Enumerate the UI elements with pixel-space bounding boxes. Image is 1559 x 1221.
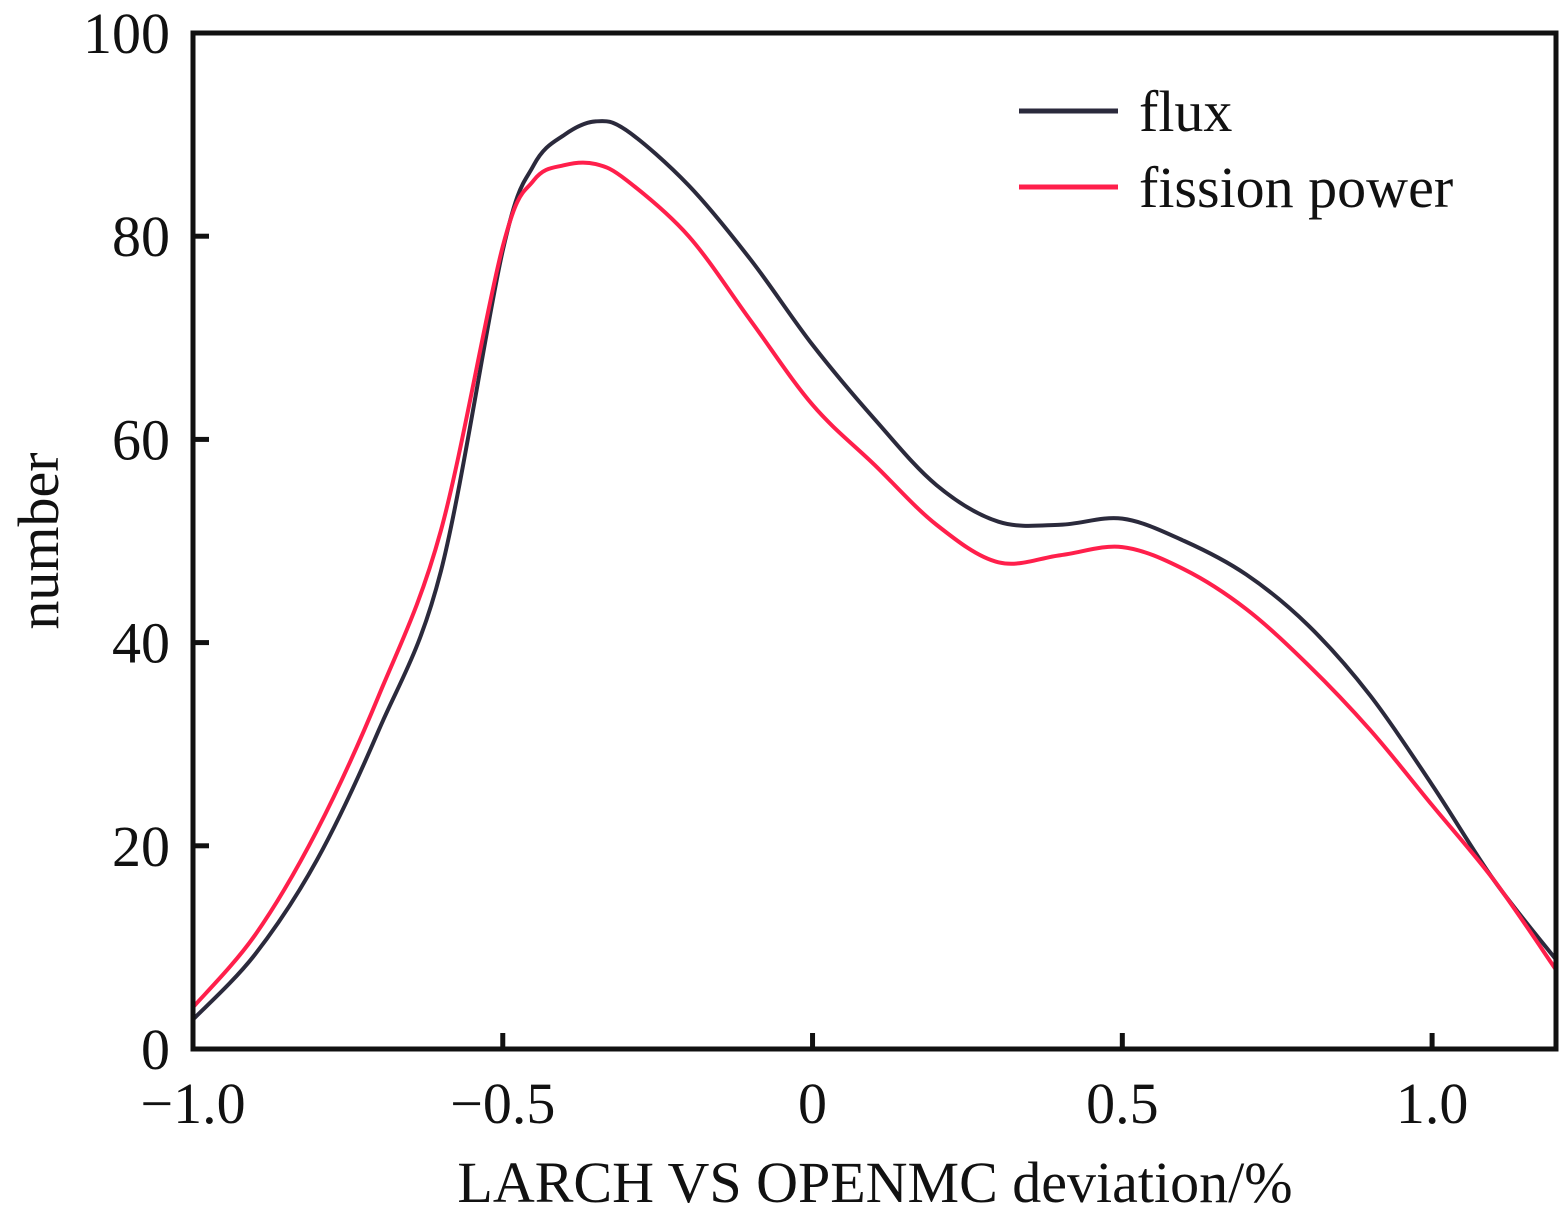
y-tick-label: 80 [112,204,170,269]
y-tick-label: 0 [141,1017,170,1082]
x-tick-label: 0.5 [1086,1071,1159,1136]
x-axis-label: LARCH VS OPENMC deviation/% [457,1150,1292,1215]
y-tick-label: 40 [112,611,170,676]
y-tick-label: 20 [112,814,170,879]
x-tick-label: −0.5 [450,1071,555,1136]
legend-label: flux [1139,79,1232,144]
legend: flux fission power [1019,79,1453,220]
y-axis-label: number [6,452,71,629]
y-tick-label: 100 [83,1,170,66]
series-line-flux [191,119,1558,1021]
plot-frame [190,30,1559,1052]
x-tick-label: 1.0 [1396,1071,1469,1136]
y-tick-label: 60 [112,407,170,472]
x-tick-label: 0 [798,1071,827,1136]
legend-label: fission power [1139,155,1453,220]
x-tick-label: −1.0 [140,1071,245,1136]
series-line-fission-power [191,160,1558,1009]
